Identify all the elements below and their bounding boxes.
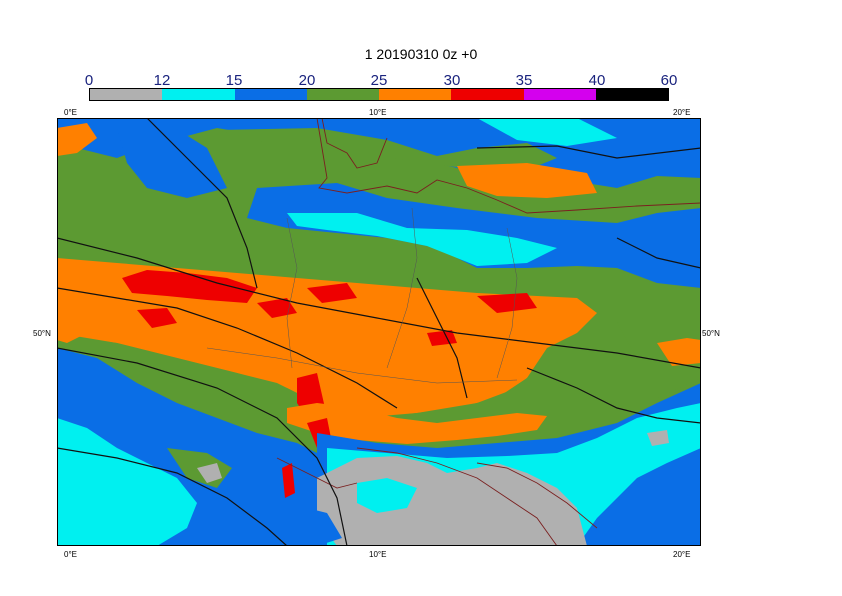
band-blue-southwest [237, 503, 342, 546]
colorbar-segment-7 [595, 89, 668, 100]
axis-top-label-1: 10°E [369, 108, 387, 117]
band-red-1 [122, 270, 257, 303]
band-orange-west [57, 308, 87, 343]
colorbar-label-5: 30 [443, 72, 461, 89]
coastline-north [316, 118, 701, 214]
band-red-southwest [282, 463, 295, 498]
colorbar-label-0: 0 [84, 72, 94, 89]
coastline-italy-east [476, 462, 598, 529]
axis-bottom-label-2: 20°E [673, 550, 691, 559]
colorbar-segment-0 [90, 89, 163, 100]
band-green-north-island [217, 128, 557, 170]
band-red-2 [137, 308, 177, 328]
track-line-2 [57, 287, 398, 409]
track-line-5 [476, 145, 701, 159]
colorbar-segment-1 [162, 89, 235, 100]
band-orange-nw-corner [57, 123, 97, 156]
border-2 [386, 207, 418, 369]
band-grey-southwest [197, 463, 222, 483]
axis-top-label-2: 20°E [673, 108, 691, 117]
band-red-5 [477, 293, 537, 313]
band-orange-east [657, 338, 701, 366]
track-line-7 [526, 367, 701, 424]
track-line-1 [57, 237, 701, 369]
track-line-8 [57, 447, 288, 546]
track-line-9 [616, 237, 701, 269]
axis-bottom-label-1: 10°E [369, 550, 387, 559]
coastline-denmark [321, 118, 388, 169]
axis-left-label: 50°N [33, 329, 51, 338]
track-line-3 [57, 347, 348, 546]
track-line-6 [416, 277, 468, 399]
colorbar [89, 88, 669, 101]
colorbar-label-7: 40 [588, 72, 606, 89]
colorbar-segment-4 [379, 89, 452, 100]
colorbar-label-4: 25 [370, 72, 388, 89]
band-red-4 [307, 283, 357, 303]
axis-right-label: 50°N [702, 329, 720, 338]
map-canvas [57, 118, 701, 546]
map-title: 1 20190310 0z +0 [364, 46, 478, 62]
colorbar-segment-3 [306, 89, 379, 100]
coastline-ligurian [276, 457, 358, 489]
band-orange-alps [287, 403, 547, 444]
border-3 [496, 227, 518, 379]
band-red-3 [257, 298, 297, 318]
band-grey-east [647, 430, 669, 446]
band-cyan-northeast [477, 118, 617, 146]
colorbar-segment-6 [523, 89, 596, 100]
colorbar-label-6: 35 [515, 72, 533, 89]
colorbar-segment-5 [451, 89, 524, 100]
band-cyan-west [57, 418, 197, 546]
axis-top-label-0: 0°E [64, 108, 77, 117]
colorbar-label-8: 60 [660, 72, 678, 89]
track-line-4 [146, 118, 258, 289]
colorbar-label-3: 20 [298, 72, 316, 89]
band-green-south-of-orange [57, 313, 701, 446]
border-4 [206, 347, 518, 384]
band-orange-north [457, 163, 597, 198]
colorbar-label-2: 15 [225, 72, 243, 89]
axis-bottom-label-0: 0°E [64, 550, 77, 559]
band-blue-northwest [117, 123, 227, 198]
border-1 [286, 217, 298, 369]
coastline-adriatic [356, 447, 558, 546]
band-cyan-central [287, 213, 557, 266]
map-frame [57, 118, 701, 546]
band-cyan-italy [357, 478, 417, 513]
colorbar-label-1: 12 [153, 72, 171, 89]
colorbar-segment-2 [234, 89, 307, 100]
